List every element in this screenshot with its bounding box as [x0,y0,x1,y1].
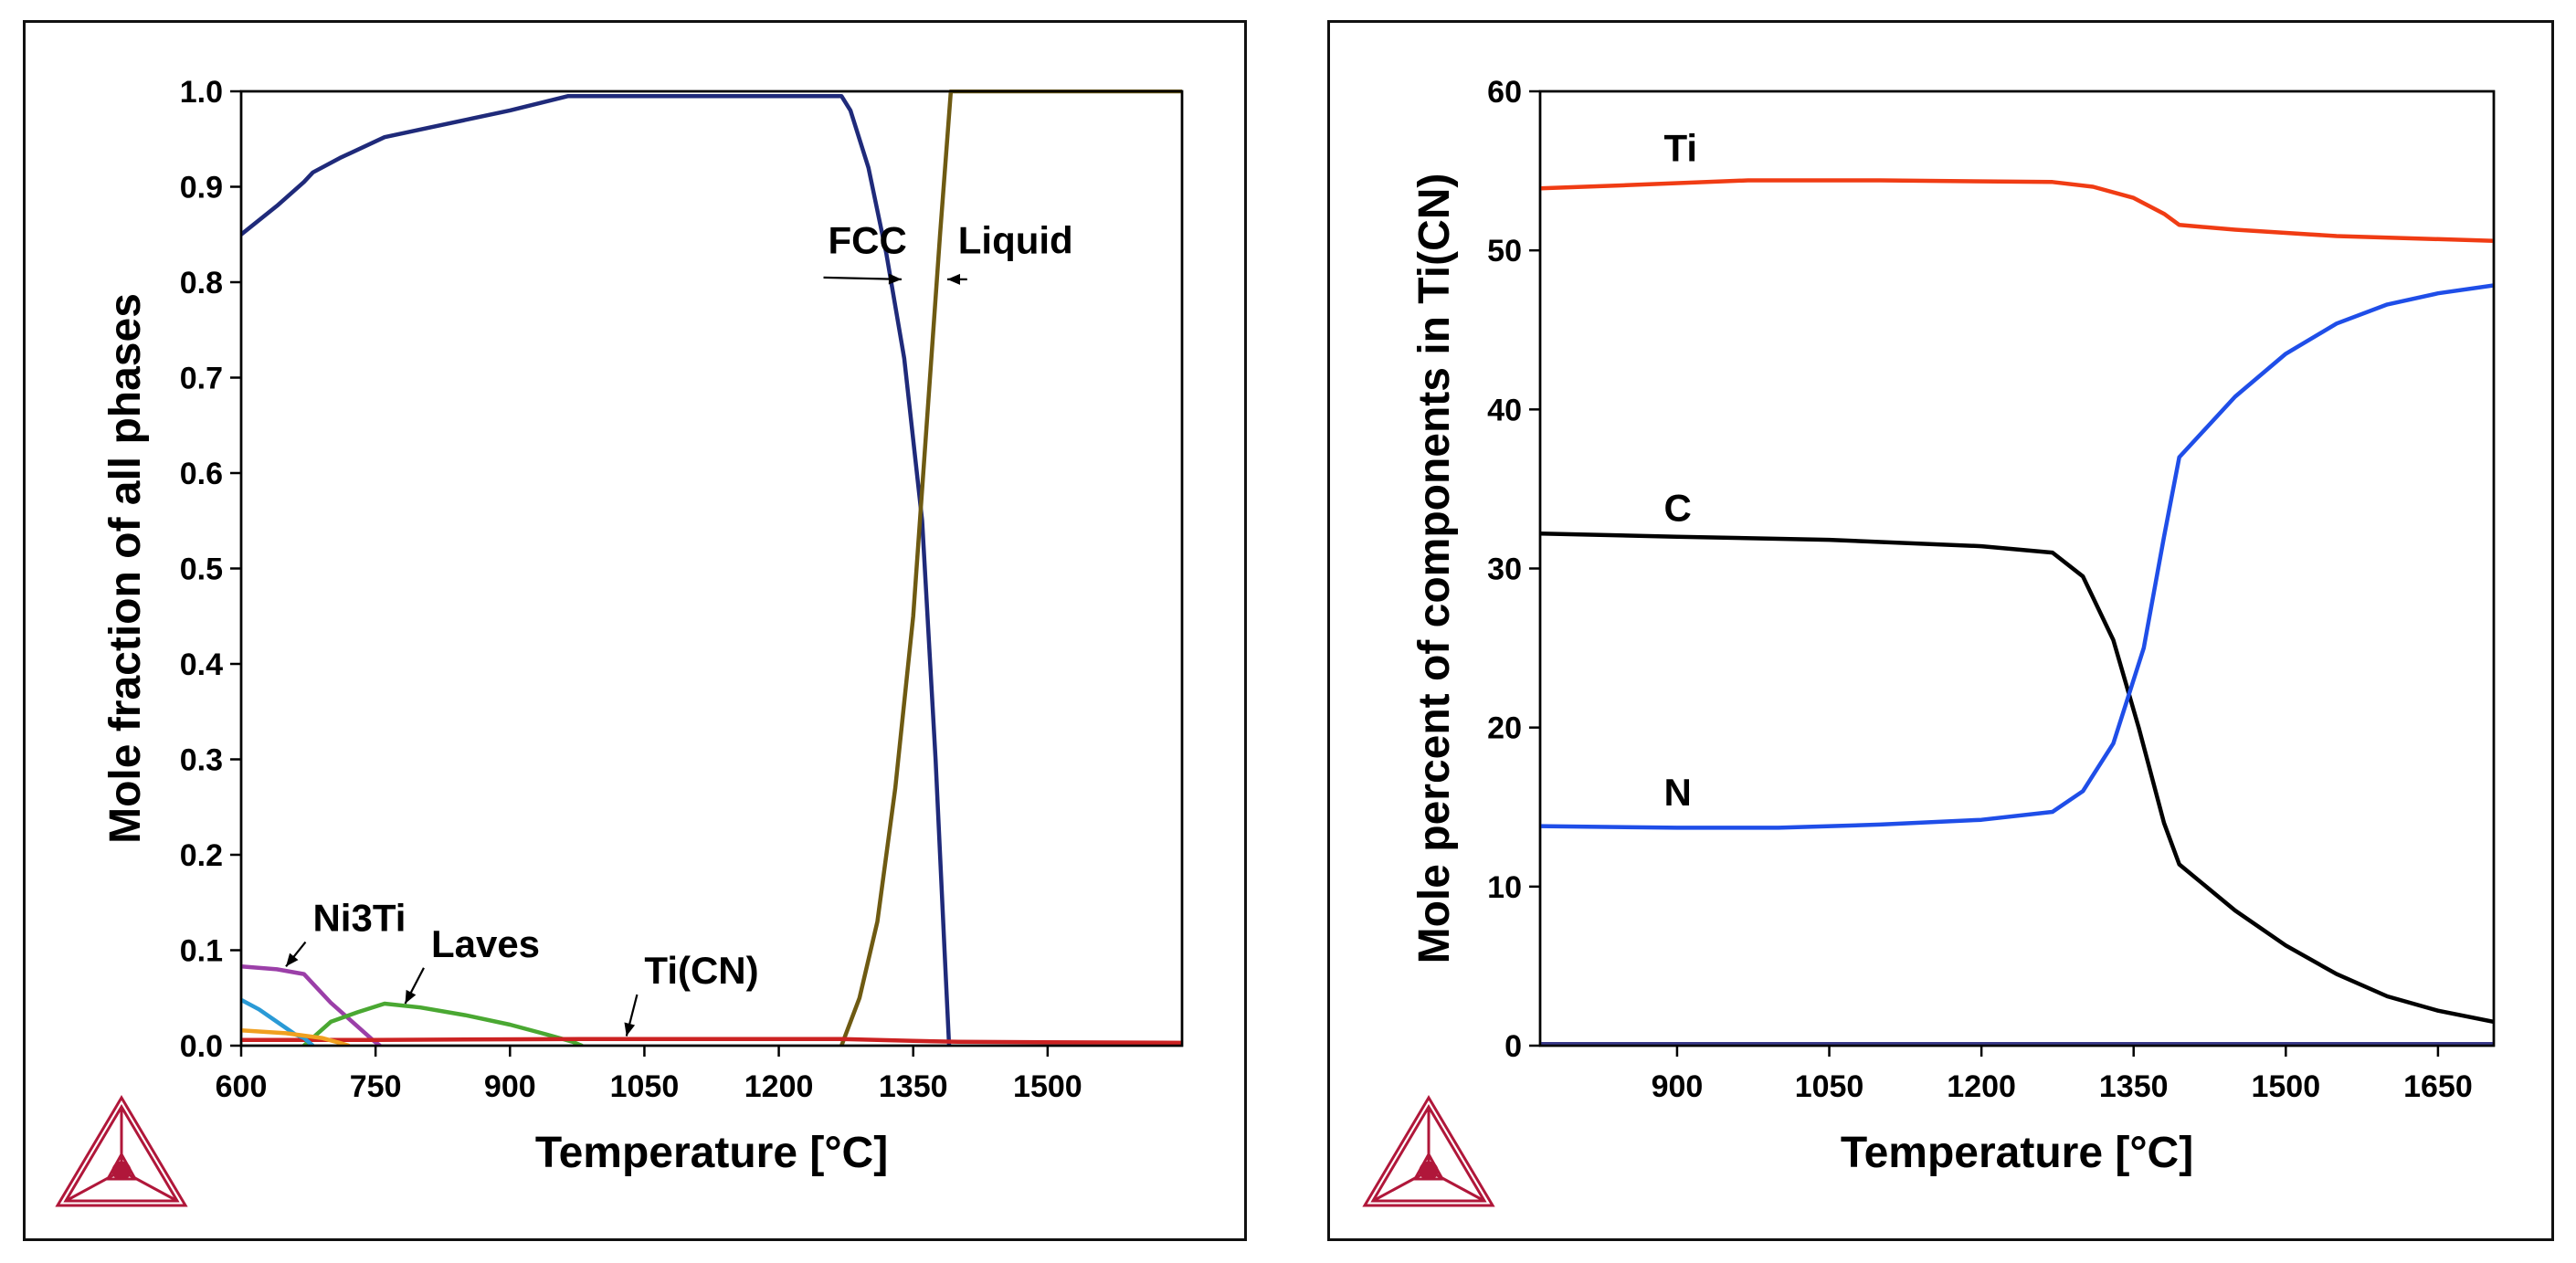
x-tick-label: 1050 [1795,1069,1864,1104]
y-tick-label: 0.3 [180,743,223,778]
x-tick-label: 1650 [2403,1069,2473,1104]
y-tick-label: 0.7 [180,362,223,396]
series-line-ti-cn- [241,1037,1182,1046]
y-tick-label: 0.4 [180,647,223,682]
y-tick-label: 0.9 [180,171,223,205]
y-tick-label: 40 [1487,393,1522,427]
x-axis-label: Temperature [°C] [535,1129,888,1177]
annotation-label: Ti [1663,127,1697,170]
series-line-ti [1540,178,2494,243]
annotation-label: N [1663,771,1691,814]
annotation-label: FCC [829,219,907,262]
tiCN-composition-chart: 0 10 20 30 40 50 60 900 1050 1200 1350 1500 1650 Temp… [1362,75,2496,1207]
thermo-calc-logo [55,1095,188,1207]
y-tick-label: 50 [1487,234,1522,268]
y-tick-label: 0.6 [180,457,223,491]
series-line-orange-phase [241,1028,351,1046]
y-tick-label: 1.0 [180,75,223,110]
y-tick-label: 10 [1487,870,1522,905]
annotation-label: Laves [431,922,540,965]
x-axis-label: Temperature [°C] [1841,1129,2193,1177]
annotation-label: Ni3Ti [312,897,406,940]
y-tick-label: 0.2 [180,838,223,873]
y-tick-label: 30 [1487,553,1522,587]
y-axis-label: Mole fraction of all phases [101,293,150,844]
phase-fraction-chart: 0.0 0.1 0.2 0.3 0.4 0.5 0.6 0.7 0.8 0.9 1.0 600 750 9… [55,75,1184,1207]
thermo-calc-logo [1362,1095,1495,1207]
annotation-label: Ti(CN) [644,949,758,992]
annotation-arrowhead [405,989,417,1005]
plot-area [1538,89,2496,1047]
y-tick-label: 0.5 [180,553,223,587]
x-tick-label: 1350 [879,1069,948,1104]
x-tick-label: 900 [484,1069,536,1104]
y-axis-label: Mole percent of components in Ti(CN) [1410,174,1459,964]
x-tick-label: 1350 [2099,1069,2169,1104]
series-line-n [1540,283,2494,830]
x-tick-label: 750 [350,1069,402,1104]
x-tick-label: 600 [216,1069,268,1104]
annotation-arrowhead [946,273,960,285]
x-tick-label: 1200 [744,1069,814,1104]
series-line-c [1540,531,2494,1025]
annotation-label: C [1663,486,1691,529]
x-tick-label: 1050 [610,1069,680,1104]
x-tick-label: 900 [1652,1069,1704,1104]
annotation-arrowhead [624,1022,636,1037]
annotation-arrowhead [888,273,902,285]
x-tick-label: 1500 [1013,1069,1082,1104]
right-chart-panel: 0 10 20 30 40 50 60 900 1050 1200 1350 1500 1650 Temp… [1327,20,2554,1241]
annotation-arrowhead [286,953,299,967]
annotation-label: Liquid [958,219,1073,262]
y-tick-label: 0.8 [180,266,223,300]
y-tick-label: 0.1 [180,934,223,969]
plot-area [239,89,1184,1047]
y-tick-label: 0 [1504,1029,1522,1064]
annotation-arrow [823,276,902,280]
plot-border [239,89,1184,1047]
series-line-cyan-phase [241,997,315,1046]
y-tick-label: 0.0 [180,1029,223,1064]
y-tick-label: 20 [1487,711,1522,746]
plot-border [1538,89,2496,1047]
left-chart-panel: 0.0 0.1 0.2 0.3 0.4 0.5 0.6 0.7 0.8 0.9 1.0 600 750 9… [23,20,1247,1241]
x-tick-label: 1200 [1947,1069,2016,1104]
x-tick-label: 1500 [2251,1069,2320,1104]
series-line-fcc [241,93,952,1046]
series-line-liquid [839,89,1182,1046]
y-tick-label: 60 [1487,75,1522,110]
